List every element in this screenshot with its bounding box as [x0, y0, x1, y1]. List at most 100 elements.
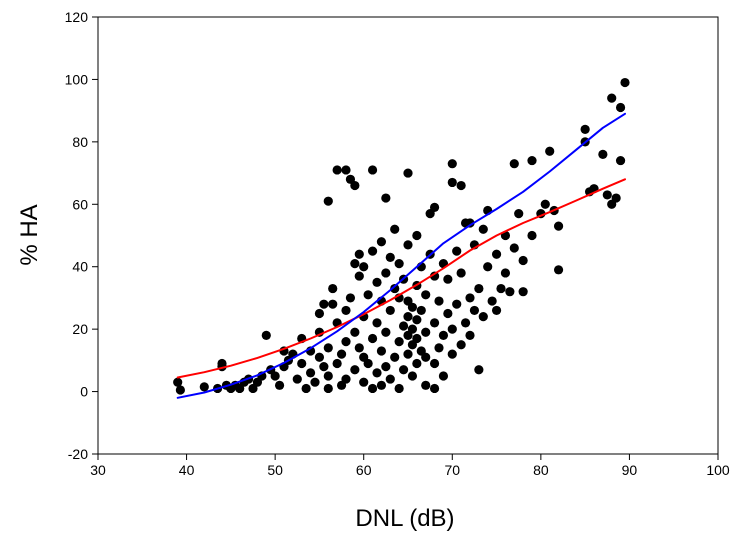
data-point — [328, 299, 338, 309]
data-point — [487, 296, 497, 306]
data-point — [514, 209, 524, 219]
data-point — [274, 380, 285, 390]
data-point — [452, 246, 462, 256]
data-point — [345, 293, 356, 303]
data-point — [505, 287, 515, 297]
data-point — [319, 299, 329, 309]
data-point — [403, 240, 413, 250]
data-point — [412, 315, 422, 325]
data-point — [598, 149, 608, 159]
data-point — [332, 358, 342, 369]
data-point — [394, 383, 404, 394]
data-point — [421, 327, 431, 337]
data-point — [354, 249, 364, 259]
data-point — [385, 252, 395, 262]
data-point — [553, 265, 564, 275]
y-tick-label: 120 — [65, 9, 89, 25]
data-point — [381, 362, 391, 372]
data-point — [367, 383, 378, 394]
data-point — [297, 358, 307, 369]
data-point — [398, 321, 409, 331]
x-tick-label: 50 — [267, 462, 283, 478]
data-point — [381, 268, 391, 278]
data-point — [341, 337, 351, 347]
data-point — [314, 352, 325, 362]
data-point — [319, 362, 329, 372]
data-point — [456, 180, 466, 191]
data-point — [429, 202, 440, 213]
data-point — [376, 380, 387, 390]
data-point — [341, 374, 351, 384]
data-point — [350, 258, 360, 269]
x-tick-label: 80 — [533, 462, 549, 478]
data-point — [407, 302, 418, 312]
data-point — [509, 159, 519, 169]
x-tick-label: 70 — [444, 462, 460, 478]
data-point — [460, 318, 471, 328]
data-point — [456, 268, 466, 278]
data-point — [336, 349, 347, 359]
data-point — [323, 383, 333, 394]
data-point — [381, 193, 391, 203]
data-point — [438, 371, 449, 381]
data-point — [354, 271, 364, 281]
data-point — [483, 262, 493, 272]
data-point — [412, 230, 422, 241]
data-point — [540, 199, 550, 209]
data-point — [527, 155, 537, 166]
data-point — [456, 340, 466, 350]
data-point — [465, 293, 475, 303]
x-tick-label: 90 — [622, 462, 638, 478]
data-point — [270, 371, 280, 381]
data-point — [323, 196, 333, 206]
data-point — [474, 283, 484, 294]
data-point — [385, 374, 395, 384]
data-point — [545, 146, 555, 156]
data-point — [381, 327, 391, 337]
x-axis: 30 40 50 60 70 80 90 100 — [90, 454, 730, 478]
x-axis-title: DNL (dB) — [355, 505, 454, 532]
data-point — [491, 305, 502, 316]
data-point — [434, 296, 444, 306]
data-point — [421, 380, 431, 390]
data-point — [323, 371, 333, 381]
data-point — [452, 299, 462, 309]
data-point — [350, 327, 360, 337]
data-point — [350, 365, 360, 375]
data-point — [390, 224, 400, 234]
data-point — [421, 352, 431, 362]
data-point — [443, 308, 453, 319]
data-point — [434, 343, 444, 353]
data-point — [491, 249, 502, 259]
data-point — [359, 377, 369, 387]
data-point — [443, 274, 453, 284]
data-point — [367, 333, 378, 344]
data-point — [363, 358, 373, 369]
y-tick-label: 40 — [72, 259, 88, 275]
y-axis: -20 0 20 40 60 80 100 120 — [65, 9, 98, 462]
data-point — [500, 268, 511, 278]
data-point — [328, 283, 338, 294]
data-point — [407, 371, 418, 381]
data-point — [509, 243, 519, 253]
data-point — [301, 383, 311, 394]
data-point — [447, 349, 457, 359]
y-tick-label: 20 — [72, 321, 88, 337]
data-point — [359, 262, 369, 272]
fit-line-blue — [176, 112, 626, 399]
data-point — [474, 365, 484, 375]
data-point — [354, 343, 364, 353]
y-tick-label: -20 — [68, 446, 88, 462]
data-point — [372, 318, 382, 328]
data-point — [518, 287, 528, 297]
data-point — [615, 155, 626, 166]
data-point — [305, 368, 316, 378]
data-point — [421, 290, 431, 300]
y-tick-label: 60 — [72, 196, 88, 212]
data-point — [403, 312, 413, 322]
data-point — [447, 324, 457, 334]
data-point — [465, 218, 475, 228]
data-point — [469, 305, 480, 316]
data-point — [394, 258, 404, 269]
